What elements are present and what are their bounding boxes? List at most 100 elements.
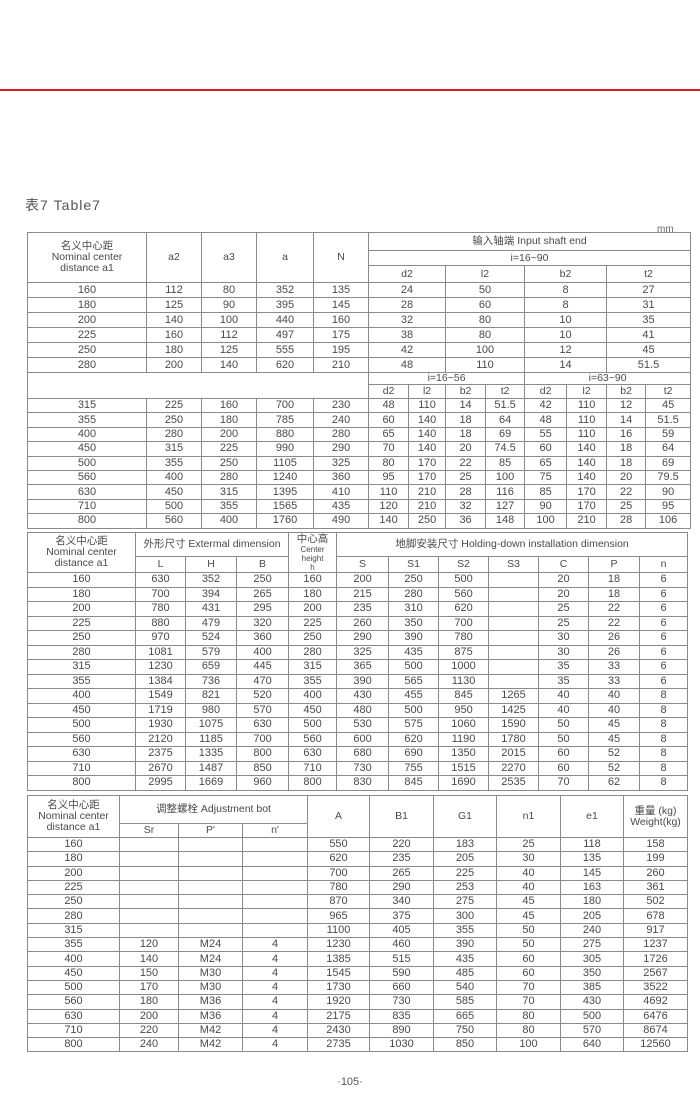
table-cell: 405 xyxy=(369,922,434,939)
table-cell: 110 xyxy=(408,397,447,414)
table-cell: 40 xyxy=(538,688,590,704)
table-cell: 480 xyxy=(336,702,390,718)
table-cell: 540 xyxy=(433,979,497,996)
table-cell: 410 xyxy=(312,484,370,500)
table-row: 450 1719 980 570 450 480 500 950 1425 40 40 8 xyxy=(27,702,689,718)
table-cell: 40 xyxy=(588,702,641,718)
table-cell: 500 xyxy=(560,1008,624,1024)
table-cell: 800 xyxy=(27,775,136,791)
table-cell: 352 xyxy=(185,572,237,588)
table-cell xyxy=(178,922,243,939)
table-cell xyxy=(178,908,243,924)
table-cell: 821 xyxy=(185,688,237,704)
table-row: 160 112 80 352 135 24 50 8 27 xyxy=(27,282,692,298)
table-cell: 700 xyxy=(307,865,370,881)
table-cell: 12 xyxy=(606,397,647,414)
table-cell: 160 xyxy=(313,312,369,328)
center-height-cn: 中心高 xyxy=(296,532,329,545)
table-cell: 80 xyxy=(496,1008,561,1024)
table-cell: 25 xyxy=(445,469,487,486)
table-row: 160 630 352 250 160 200 250 500 20 18 6 xyxy=(27,572,689,588)
table-row: 450 150 M30 4 1545 590 485 60 350 2567 xyxy=(27,965,688,981)
table-cell: 195 xyxy=(313,342,369,358)
table-cell xyxy=(488,630,540,646)
table-cell: 205 xyxy=(433,851,497,867)
col-l: L xyxy=(135,556,186,573)
table-cell: 50 xyxy=(445,282,525,298)
table-cell: 630 xyxy=(235,717,290,733)
table-cell: 200 xyxy=(201,426,257,443)
table-row: 355 1384 736 470 355 390 565 1130 35 33 6 xyxy=(27,673,689,689)
table-cell: 135 xyxy=(560,851,624,867)
table-cell: 1545 xyxy=(307,965,370,981)
table-cell: 355 xyxy=(288,673,338,689)
table-row: 710 2670 1487 850 710 730 755 1515 2270 60 52 8 xyxy=(27,760,689,776)
table-cell: 555 xyxy=(256,342,314,358)
table-cell: 280 xyxy=(27,908,120,924)
table-cell xyxy=(178,836,243,853)
col-d2: d2 xyxy=(524,384,568,399)
table-cell: 1237 xyxy=(623,937,688,953)
table-cell: 1780 xyxy=(488,731,540,747)
table-cell: 70 xyxy=(496,979,561,996)
table-cell: 45 xyxy=(605,342,692,358)
table-cell: 80 xyxy=(445,327,525,343)
table-cell: 460 xyxy=(369,937,434,953)
table-cell: 445 xyxy=(235,659,290,675)
table-cell: 500 xyxy=(388,659,440,675)
table-cell: 880 xyxy=(135,615,186,631)
table-cell: 400 xyxy=(146,469,202,486)
table-cell: 8 xyxy=(639,775,689,791)
table-cell: 325 xyxy=(336,644,390,660)
table-cell: 630 xyxy=(27,746,136,762)
table-cell: 450 xyxy=(27,441,147,457)
table-cell: 250 xyxy=(201,455,257,471)
table-cell: 210 xyxy=(313,357,369,373)
table-cell: 59 xyxy=(645,426,692,443)
table-cell: 620 xyxy=(307,851,370,867)
table-cell: 160 xyxy=(201,397,257,414)
col-n1: n1 xyxy=(496,795,561,838)
table-row: 315 225 160 700 230 48 110 14 51.5 42 110 12 45 xyxy=(27,397,692,414)
table-cell xyxy=(119,836,179,853)
col-p: P xyxy=(588,556,641,573)
table-cell: 710 xyxy=(288,760,338,776)
table-cell: 220 xyxy=(119,1022,179,1039)
table-row: 800 560 400 1760 490 140 250 36 148 100 210 28 106 xyxy=(27,513,692,529)
table-cell: 800 xyxy=(27,1037,120,1053)
table-cell: 110 xyxy=(566,412,608,428)
table-row: 315 1100 405 355 50 240 917 xyxy=(27,922,688,939)
table-cell: 785 xyxy=(256,412,314,428)
table-cell: 845 xyxy=(438,688,490,704)
table-cell: 8 xyxy=(639,760,689,776)
table-cell: M42 xyxy=(178,1037,243,1053)
table-cell xyxy=(488,586,540,602)
table-cell: 240 xyxy=(560,922,624,939)
table-row: 250 970 524 360 250 290 390 780 30 26 6 xyxy=(27,630,689,646)
table-cell: 28 xyxy=(606,513,647,529)
table-cell: 140 xyxy=(408,441,447,457)
table-cell: 22 xyxy=(588,601,641,617)
table-cell: 70 xyxy=(538,775,590,791)
table-cell: 515 xyxy=(369,951,434,967)
table-cell xyxy=(119,851,179,867)
table-cell: 14 xyxy=(445,397,487,414)
table-cell: 140 xyxy=(566,455,608,471)
table-cell: 570 xyxy=(560,1022,624,1039)
table-cell xyxy=(119,865,179,881)
table-cell: 394 xyxy=(185,586,237,602)
table-cell: 35 xyxy=(605,312,692,328)
table-row: 400 1549 821 520 400 430 455 845 1265 40 40 8 xyxy=(27,688,689,704)
table-cell: 240 xyxy=(312,412,370,428)
table-cell: 450 xyxy=(288,702,338,718)
table-cell: 730 xyxy=(336,760,390,776)
table-cell: 4 xyxy=(242,937,308,953)
table-cell: 490 xyxy=(312,513,370,529)
table-cell: 2430 xyxy=(307,1022,370,1039)
col-n: n xyxy=(639,556,689,573)
table-cell: 1075 xyxy=(185,717,237,733)
col-G1: G1 xyxy=(433,795,497,838)
table-cell: 210 xyxy=(408,498,447,515)
table-cell: 4 xyxy=(242,1037,308,1053)
table-cell: 265 xyxy=(369,865,434,881)
